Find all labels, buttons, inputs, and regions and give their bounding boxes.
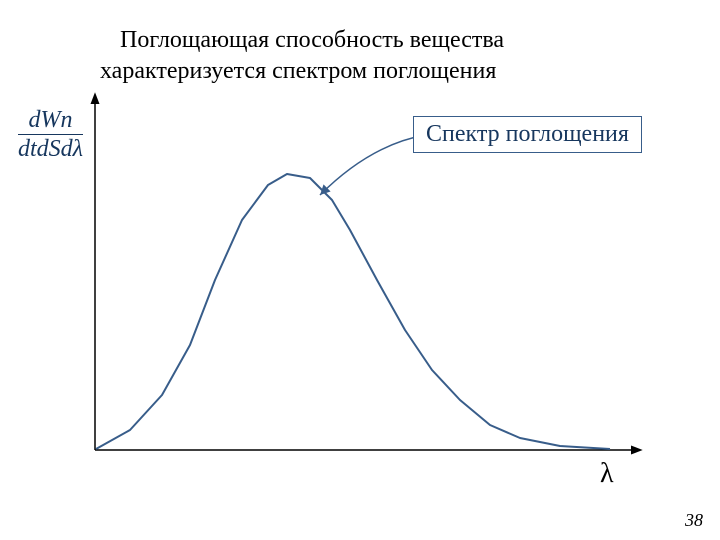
x-axis-label: λ: [600, 458, 614, 490]
page-number: 38: [685, 510, 703, 531]
callout-label: Спектр поглощения: [413, 116, 642, 153]
